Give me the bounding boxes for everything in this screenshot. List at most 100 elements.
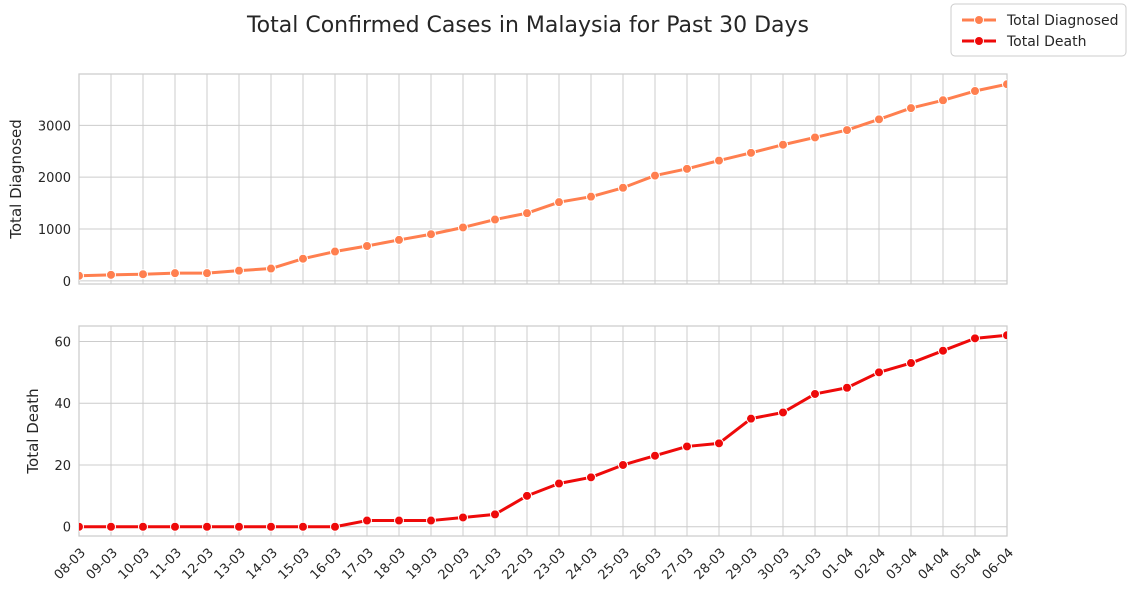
y-tick-label: 40 (54, 397, 71, 412)
y-tick-label: 0 (63, 521, 71, 536)
x-tick-label: 23-03 (532, 546, 569, 583)
x-tick-label: 04-04 (916, 546, 953, 583)
y-tick-label: 0 (63, 275, 71, 290)
x-tick-label: 09-03 (84, 546, 121, 583)
data-point (522, 490, 532, 501)
x-tick-label: 21-03 (468, 546, 505, 583)
data-point (490, 214, 500, 225)
x-tick-label: 30-03 (756, 546, 793, 583)
legend: Total Diagnosed Total Death (950, 3, 1127, 57)
data-point (426, 229, 436, 240)
x-tick-label: 08-03 (52, 546, 89, 583)
data-point (79, 521, 84, 532)
legend-label: Total Diagnosed (1006, 13, 1119, 29)
data-point (138, 269, 148, 280)
y-axis-label: Total Diagnosed (7, 119, 25, 239)
series-line (79, 333, 1007, 529)
data-point (874, 114, 884, 125)
data-point (138, 521, 148, 532)
data-point (746, 147, 756, 158)
x-tick-label: 14-03 (244, 546, 281, 583)
data-point (810, 388, 820, 399)
x-tick-label: 28-03 (692, 546, 729, 583)
data-point (234, 265, 244, 276)
data-point (490, 509, 500, 520)
data-point (170, 268, 180, 279)
data-point (554, 478, 564, 489)
data-point (778, 407, 788, 418)
data-point (234, 521, 244, 532)
x-tick-label: 24-03 (564, 546, 601, 583)
data-point (298, 253, 308, 264)
data-point (394, 515, 404, 526)
data-point (682, 163, 692, 174)
x-tick-label: 26-03 (628, 546, 665, 583)
y-tick-label: 20 (54, 459, 71, 474)
x-tick-label: 19-03 (404, 546, 441, 583)
data-point (586, 472, 596, 483)
x-tick-label: 06-04 (980, 546, 1017, 583)
x-tick-label: 03-04 (884, 546, 921, 583)
data-point (106, 269, 116, 280)
data-point (266, 263, 276, 274)
data-point (586, 191, 596, 202)
x-tick-label: 17-03 (340, 546, 377, 583)
x-tick-label: 31-03 (788, 546, 825, 583)
x-tick-label: 15-03 (276, 546, 313, 583)
data-point (458, 512, 468, 523)
chart-title: Total Confirmed Cases in Malaysia for Pa… (246, 13, 809, 38)
data-point (1002, 79, 1007, 90)
data-point (79, 270, 84, 281)
y-tick-label: 3000 (38, 119, 71, 134)
x-tick-label: 27-03 (660, 546, 697, 583)
x-tick-label: 22-03 (500, 546, 537, 583)
data-point (682, 441, 692, 452)
data-point (906, 358, 916, 369)
data-point (618, 182, 628, 193)
data-point (650, 170, 660, 181)
data-point (746, 413, 756, 424)
data-point (202, 521, 212, 532)
data-point (842, 382, 852, 393)
data-point (906, 103, 916, 114)
plot-frame (78, 325, 1008, 537)
data-point (970, 333, 980, 344)
x-tick-label: 02-04 (852, 546, 889, 583)
data-point (298, 521, 308, 532)
y-tick-label: 60 (54, 335, 71, 350)
x-tick-label: 16-03 (308, 546, 345, 583)
x-tick-label: 25-03 (596, 546, 633, 583)
series-group (79, 330, 1007, 532)
y-tick-label: 1000 (38, 223, 71, 238)
data-point (778, 139, 788, 150)
data-point (938, 95, 948, 106)
data-point (202, 268, 212, 279)
x-tick-label: 18-03 (372, 546, 409, 583)
legend-marker (974, 15, 984, 25)
data-point (458, 222, 468, 233)
legend-item: Total Death (962, 34, 1086, 50)
x-tick-label: 29-03 (724, 546, 761, 583)
data-point (810, 132, 820, 143)
legend-box (950, 3, 1127, 57)
data-point (650, 450, 660, 461)
data-point (874, 367, 884, 378)
series-group (79, 79, 1007, 281)
x-tick-label: 10-03 (116, 546, 153, 583)
legend-marker (974, 36, 984, 46)
data-point (106, 521, 116, 532)
data-point (522, 208, 532, 219)
x-tick-label: 11-03 (148, 546, 185, 583)
legend-label: Total Death (1006, 34, 1086, 50)
data-point (394, 234, 404, 245)
data-point (362, 240, 372, 251)
x-tick-label: 12-03 (180, 546, 217, 583)
data-point (938, 345, 948, 356)
y-axis-label: Total Death (24, 388, 42, 474)
x-tick-label: 05-04 (948, 546, 985, 583)
data-point (714, 155, 724, 166)
x-tick-label: 13-03 (212, 546, 249, 583)
data-point (554, 197, 564, 208)
data-point (330, 246, 340, 257)
data-point (362, 515, 372, 526)
